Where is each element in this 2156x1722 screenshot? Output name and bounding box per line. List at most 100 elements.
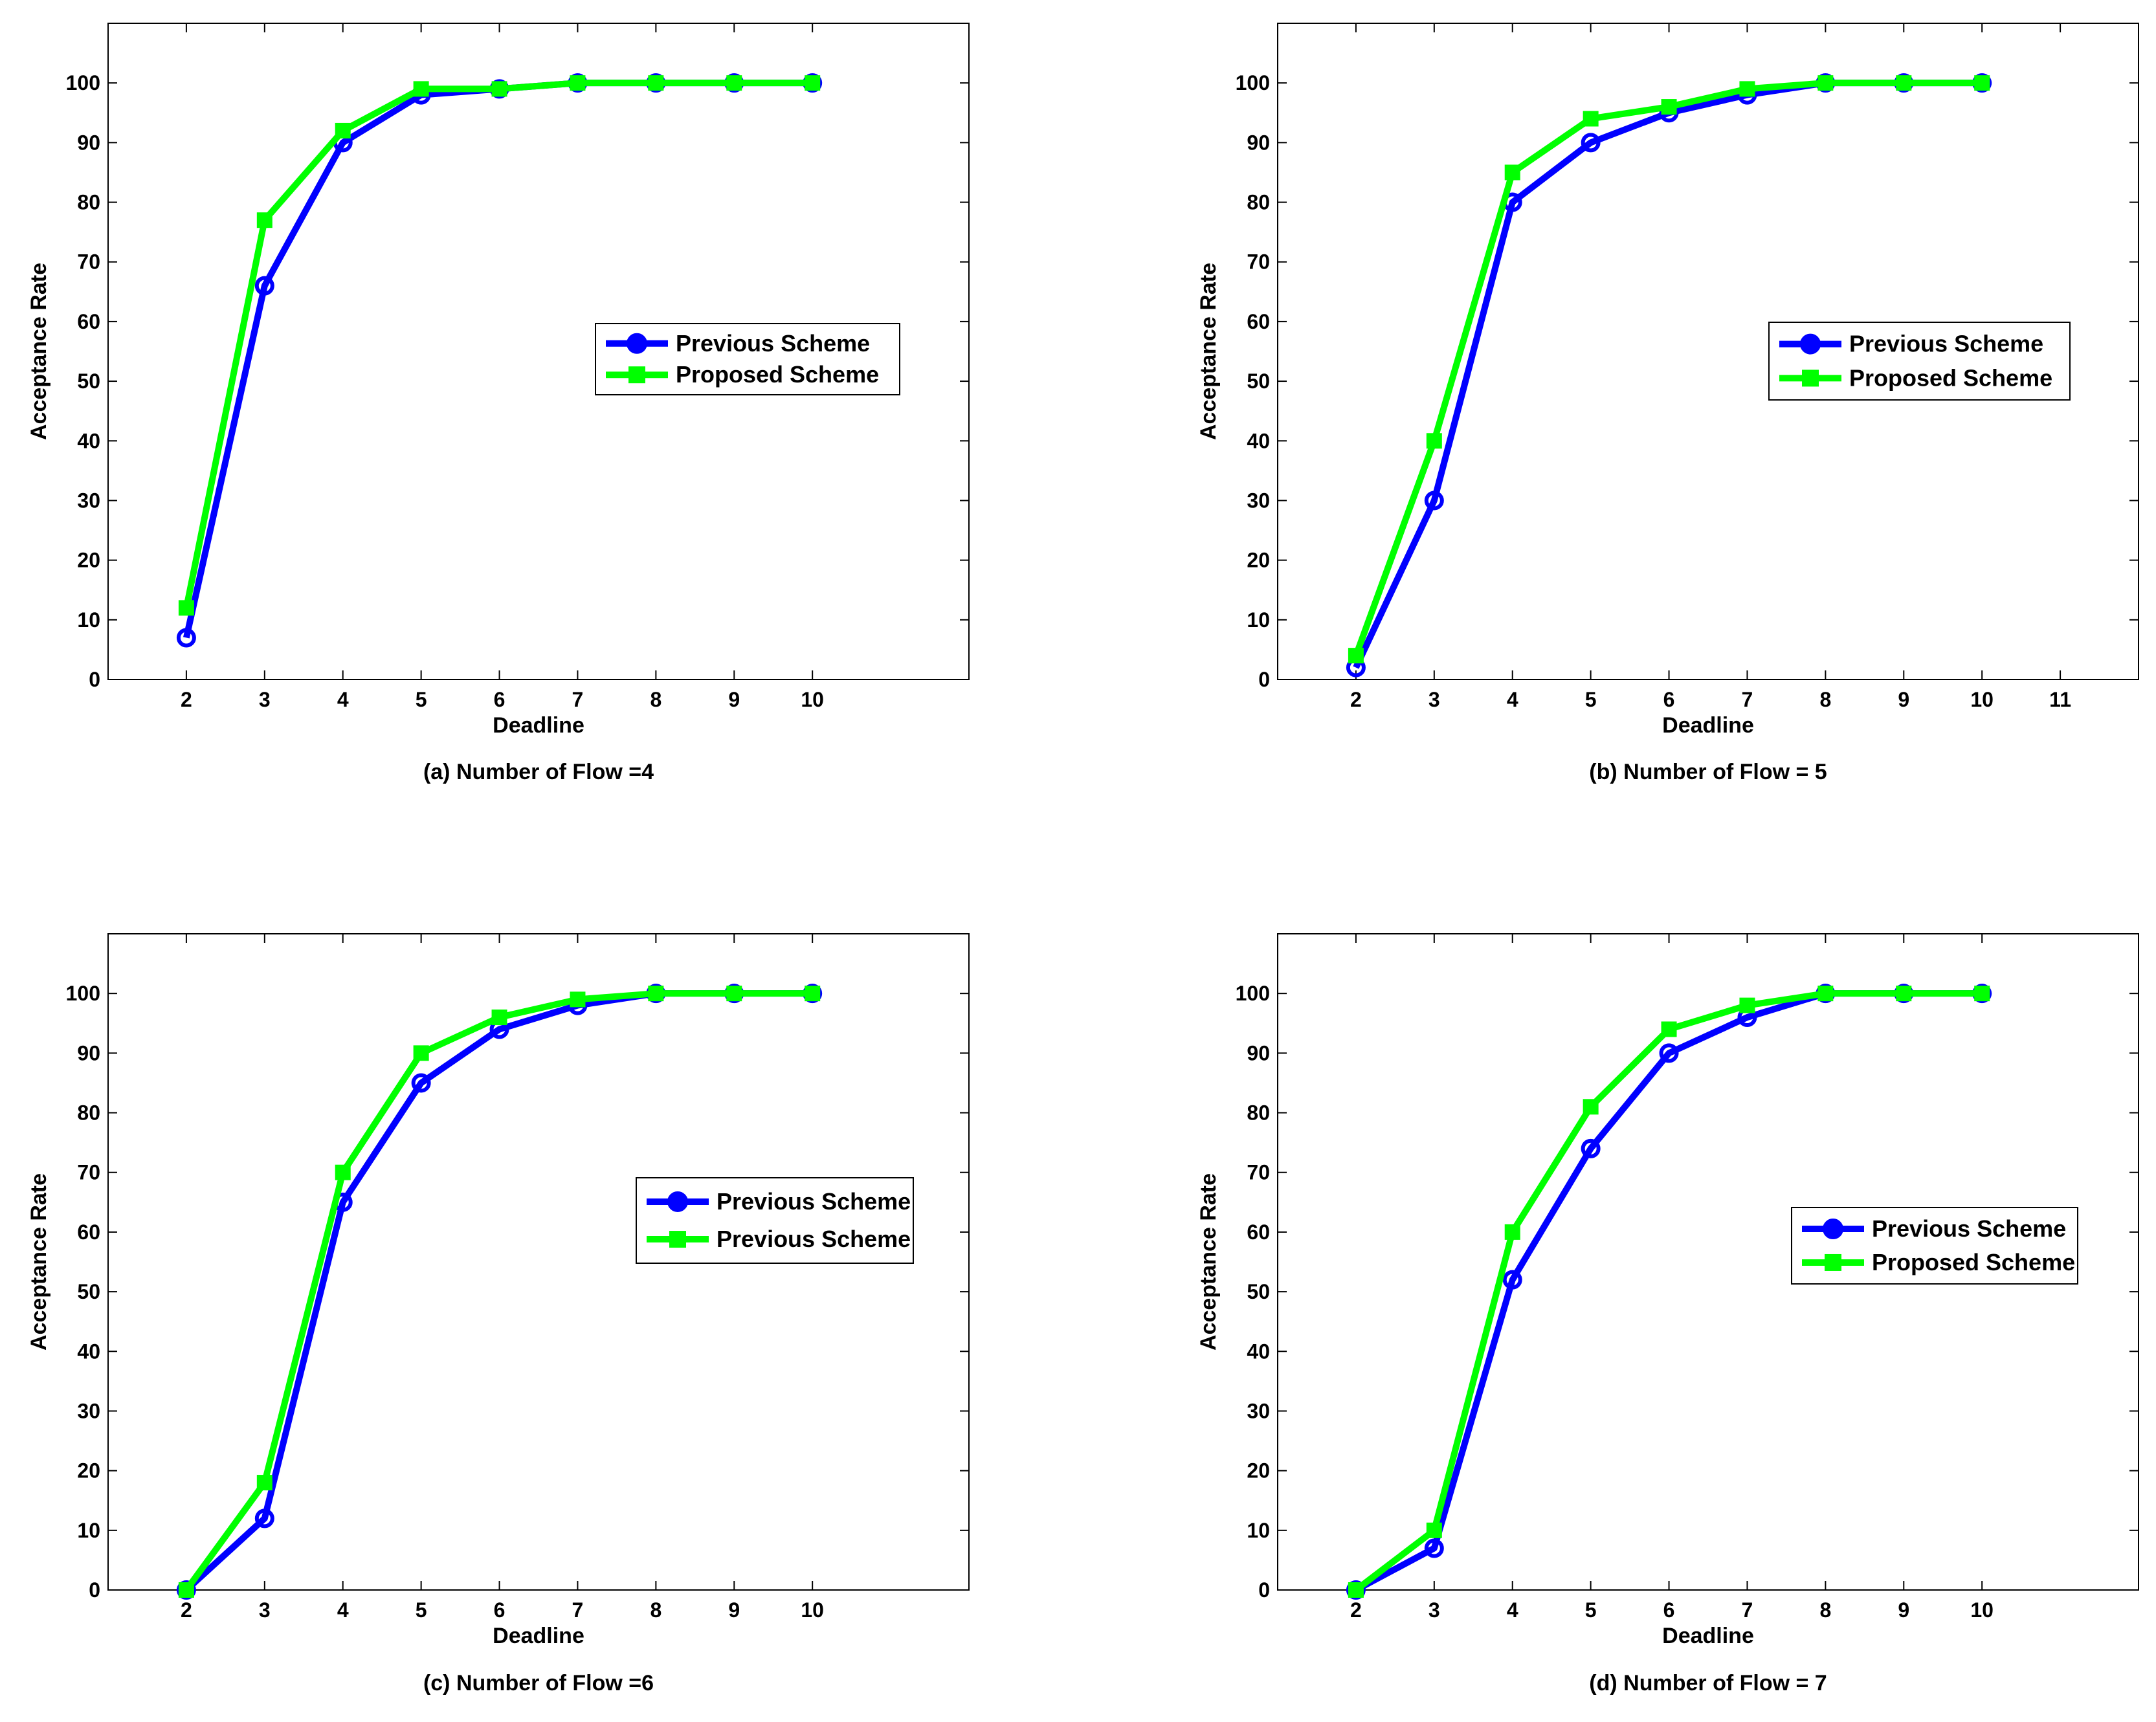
legend-marker-square — [628, 366, 645, 384]
legend-box — [1791, 1207, 2078, 1285]
y-tick-label: 90 — [77, 1041, 100, 1065]
y-tick-label: 30 — [77, 1399, 100, 1422]
x-tick-label: 5 — [1585, 1598, 1597, 1622]
x-tick-label: 3 — [259, 688, 271, 711]
legend-marker-circle — [1800, 333, 1821, 355]
data-point-square — [1896, 75, 1912, 91]
plot-area-frame — [1277, 23, 2139, 680]
series-proposed — [1348, 986, 1990, 1598]
data-point-square — [1661, 99, 1677, 115]
panel-caption: (c) Number of Flow =6 — [423, 1671, 654, 1695]
x-axis-label: Deadline — [493, 713, 584, 738]
x-tick-label: 4 — [337, 1598, 349, 1622]
y-tick-label: 30 — [1247, 489, 1270, 512]
series-proposed — [178, 986, 821, 1598]
y-tick-label: 0 — [89, 668, 100, 691]
data-point-square — [648, 986, 664, 1002]
data-point-square — [335, 122, 351, 138]
plot-area-frame — [1277, 933, 2139, 1591]
data-point-square — [1817, 75, 1834, 91]
panel-caption: (d) Number of Flow = 7 — [1589, 1671, 1827, 1695]
y-tick-label: 10 — [77, 1519, 100, 1542]
y-tick-label: 100 — [66, 982, 100, 1005]
data-point-square — [805, 75, 821, 91]
y-tick-label: 90 — [1247, 1041, 1270, 1065]
data-point-square — [178, 600, 194, 616]
data-point-circle — [1424, 1538, 1444, 1558]
x-tick-label: 3 — [259, 1598, 271, 1622]
series-proposed — [1348, 75, 1990, 664]
data-point-square — [1974, 75, 1990, 91]
data-point-square — [1974, 986, 1990, 1002]
data-point-square — [1348, 1582, 1364, 1598]
panel-caption: (a) Number of Flow =4 — [423, 760, 654, 784]
data-point-square — [1583, 111, 1599, 127]
data-point-circle — [1424, 491, 1444, 511]
x-axis-label: Deadline — [1662, 713, 1754, 738]
chart-panel-b: 0 10 20 30 40 50 60 70 80 90 100 2 3 4 5 6 7 8 9 10 11 Deadli… — [1196, 23, 2139, 784]
x-tick-label: 7 — [1742, 1598, 1753, 1622]
x-tick-label: 8 — [1819, 688, 1831, 711]
legend-entry-label: Previous Scheme — [1872, 1215, 2066, 1242]
data-point-square — [335, 1164, 351, 1180]
series-proposed — [178, 75, 821, 616]
x-tick-label: 7 — [1742, 688, 1753, 711]
x-tick-label: 3 — [1428, 688, 1440, 711]
legend-marker-circle — [1823, 1219, 1843, 1240]
x-tick-label: 5 — [416, 1598, 427, 1622]
data-point-circle — [254, 1508, 274, 1529]
y-tick-label: 40 — [77, 429, 100, 452]
x-tick-label: 7 — [572, 688, 584, 711]
x-tick-label: 7 — [572, 1598, 584, 1622]
y-tick-label: 80 — [77, 191, 100, 214]
data-point-square — [256, 212, 272, 228]
x-tick-label: 2 — [181, 1598, 192, 1622]
legend: Previous Scheme Proposed Scheme — [595, 323, 900, 395]
x-tick-label: 8 — [650, 688, 661, 711]
y-tick-label: 20 — [77, 549, 100, 572]
legend: Previous Scheme Proposed Scheme — [1791, 1207, 2078, 1285]
y-tick-label: 80 — [77, 1101, 100, 1125]
y-tick-label: 90 — [1247, 131, 1270, 154]
data-point-circle — [254, 276, 274, 296]
x-tick-label: 6 — [1663, 688, 1675, 711]
y-tick-label: 70 — [1247, 250, 1270, 274]
data-point-square — [726, 75, 742, 91]
y-tick-label: 90 — [77, 131, 100, 154]
x-tick-label: 2 — [1350, 688, 1362, 711]
x-tick-label: 6 — [494, 1598, 506, 1622]
data-point-square — [1504, 1224, 1520, 1240]
y-axis-label: Acceptance Rate — [1196, 1173, 1221, 1351]
legend-box — [1768, 322, 2071, 401]
x-tick-label: 5 — [1585, 688, 1597, 711]
y-tick-label: 70 — [1247, 1161, 1270, 1184]
data-point-circle — [1581, 1138, 1601, 1158]
data-point-circle — [176, 628, 196, 648]
x-tick-label: 10 — [801, 1598, 824, 1622]
data-point-circle — [1659, 1043, 1679, 1063]
x-tick-label: 10 — [801, 688, 824, 711]
y-tick-label: 0 — [1258, 668, 1270, 691]
data-point-square — [1426, 433, 1442, 449]
y-tick-label: 70 — [77, 1161, 100, 1184]
y-tick-label: 10 — [77, 608, 100, 632]
chart-panel-d: 0 10 20 30 40 50 60 70 80 90 100 2 3 4 5 6 7 8 9 10 Deadline… — [1196, 933, 2139, 1695]
x-axis-label: Deadline — [493, 1624, 584, 1648]
data-point-circle — [411, 1073, 431, 1093]
legend-marker-square — [1825, 1253, 1841, 1271]
x-tick-label: 3 — [1428, 1598, 1440, 1622]
y-tick-label: 100 — [66, 71, 100, 94]
panel-caption: (b) Number of Flow = 5 — [1589, 760, 1827, 784]
y-axis-label: Acceptance Rate — [1196, 263, 1221, 440]
data-point-square — [805, 986, 821, 1002]
chart-panel-c: 0 10 20 30 40 50 60 70 80 90 100 2 3 4 5 6 7 8 9 10 Deadline… — [27, 933, 970, 1695]
legend-marker-square — [1802, 370, 1819, 387]
legend-entry-label: Previous Scheme — [1849, 331, 2043, 357]
y-tick-label: 20 — [1247, 1459, 1270, 1483]
plot-area-frame — [107, 933, 970, 1591]
legend-entry-label: Previous Scheme — [717, 1188, 911, 1215]
legend-entry-label: Proposed Scheme — [1872, 1249, 2075, 1275]
y-tick-label: 40 — [77, 1340, 100, 1363]
